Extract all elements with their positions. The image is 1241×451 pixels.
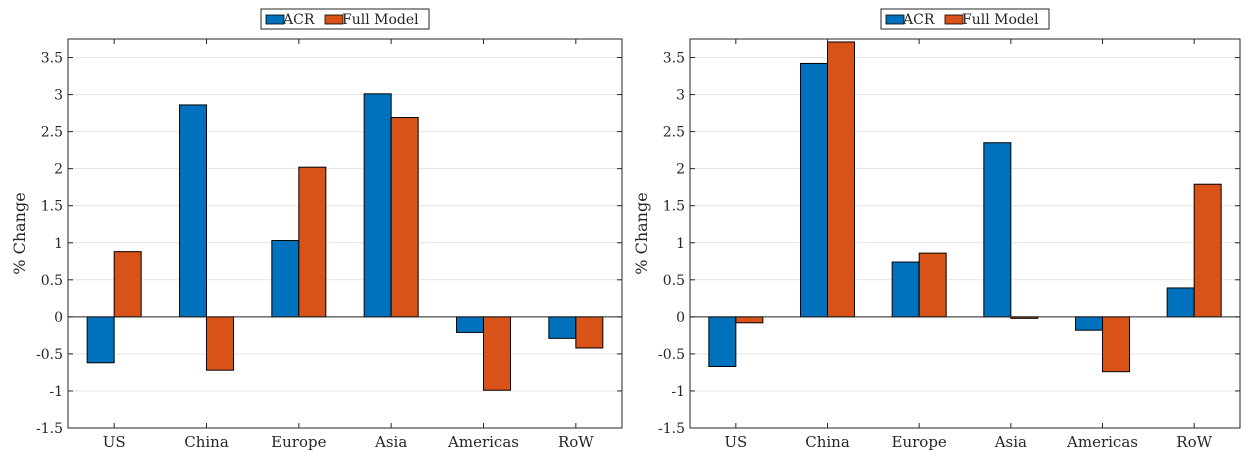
bar-full-model-china (827, 41, 855, 318)
bar-full-model-europe (298, 166, 327, 318)
y-tick-label: 0 (54, 310, 63, 326)
x-tick-label: Europe (271, 433, 326, 451)
x-tick-label: Asia (374, 433, 407, 451)
legend-label-full-model: Full Model (342, 12, 419, 28)
y-axis-label: % Change (10, 192, 29, 274)
y-tick-label: 0.5 (41, 273, 63, 289)
bar-acr-row (1166, 287, 1195, 318)
bar-full-model-europe (918, 252, 947, 318)
x-tick-label: Europe (892, 433, 947, 451)
y-tick-label: -0.5 (658, 347, 685, 363)
x-tick-label: RoW (558, 433, 594, 451)
y-tick-label: 2 (54, 162, 63, 178)
bar-full-model-us (735, 316, 764, 324)
bar-full-model-asia (390, 117, 419, 318)
bar-full-model-china (206, 316, 234, 371)
legend-swatch-acr (885, 14, 905, 25)
y-tick-label: -1 (49, 384, 63, 400)
y-tick-label: 0 (676, 310, 685, 326)
y-tick-label: 0.5 (663, 273, 685, 289)
legend-swatch-full-model (324, 14, 344, 25)
y-tick-label: -1.5 (36, 421, 63, 437)
bar-acr-row (548, 316, 577, 339)
x-tick-label: Americas (447, 433, 519, 451)
y-tick-label: -1 (671, 384, 685, 400)
legend-label-acr: ACR (282, 12, 315, 28)
legend-label-full-model: Full Model (962, 12, 1039, 28)
legend-swatch-full-model (944, 14, 964, 25)
legend: ACR Full Model (260, 8, 430, 30)
bar-acr-europe (271, 240, 300, 318)
y-tick-label: -0.5 (36, 347, 63, 363)
legend: ACR Full Model (880, 8, 1050, 30)
axes-box (689, 38, 1241, 429)
y-axis-label: % Change (632, 192, 651, 274)
x-tick-label: US (103, 433, 126, 451)
legend-label-acr: ACR (902, 12, 935, 28)
legend-box (260, 8, 430, 30)
bar-full-model-us (113, 251, 142, 318)
x-tick-label: Asia (994, 433, 1027, 451)
chart-panel-2: -1.5 -1 -0.5 0 0.5 1 1.5 2 2.5 3 3.5 US China Europe A… (632, 8, 1241, 451)
bar-full-model-americas (1102, 316, 1130, 373)
bar-full-model-row (1193, 183, 1222, 318)
y-tick-label: 3.5 (663, 51, 685, 67)
y-tick-label: 1 (676, 236, 685, 252)
legend-swatch-acr (265, 14, 285, 25)
x-tick-label: China (805, 433, 850, 451)
y-tick-label: 1.5 (41, 199, 63, 215)
axes-box (67, 38, 623, 429)
y-tick-label: 2 (676, 162, 685, 178)
x-tick-label: Americas (1066, 433, 1138, 451)
x-tick-label: RoW (1176, 433, 1212, 451)
bar-acr-china (800, 62, 828, 318)
bar-acr-americas (1075, 316, 1103, 331)
legend-box (880, 8, 1050, 30)
bar-full-model-row (575, 316, 604, 349)
y-tick-label: 3.5 (41, 51, 63, 67)
x-tick-label: China (184, 433, 229, 451)
y-tick-label: 1.5 (663, 199, 685, 215)
bar-full-model-americas (483, 316, 511, 391)
y-tick-label: 3 (54, 88, 63, 104)
y-tick-label: 2.5 (41, 125, 63, 141)
bar-acr-asia (983, 142, 1012, 318)
bar-acr-americas (456, 316, 484, 333)
bar-acr-europe (891, 261, 920, 318)
y-tick-label: 3 (676, 88, 685, 104)
y-tick-label: 2.5 (663, 125, 685, 141)
bar-acr-china (179, 104, 207, 318)
y-tick-label: -1.5 (658, 421, 685, 437)
y-tick-label: 1 (54, 236, 63, 252)
bar-acr-us (86, 316, 115, 364)
bar-acr-asia (363, 93, 392, 318)
x-tick-label: US (724, 433, 747, 451)
chart-panel-1: -1.5 -1 -0.5 0 0.5 1 1.5 2 2.5 3 3.5 US China Europe A… (10, 8, 623, 451)
bar-acr-us (708, 316, 737, 368)
